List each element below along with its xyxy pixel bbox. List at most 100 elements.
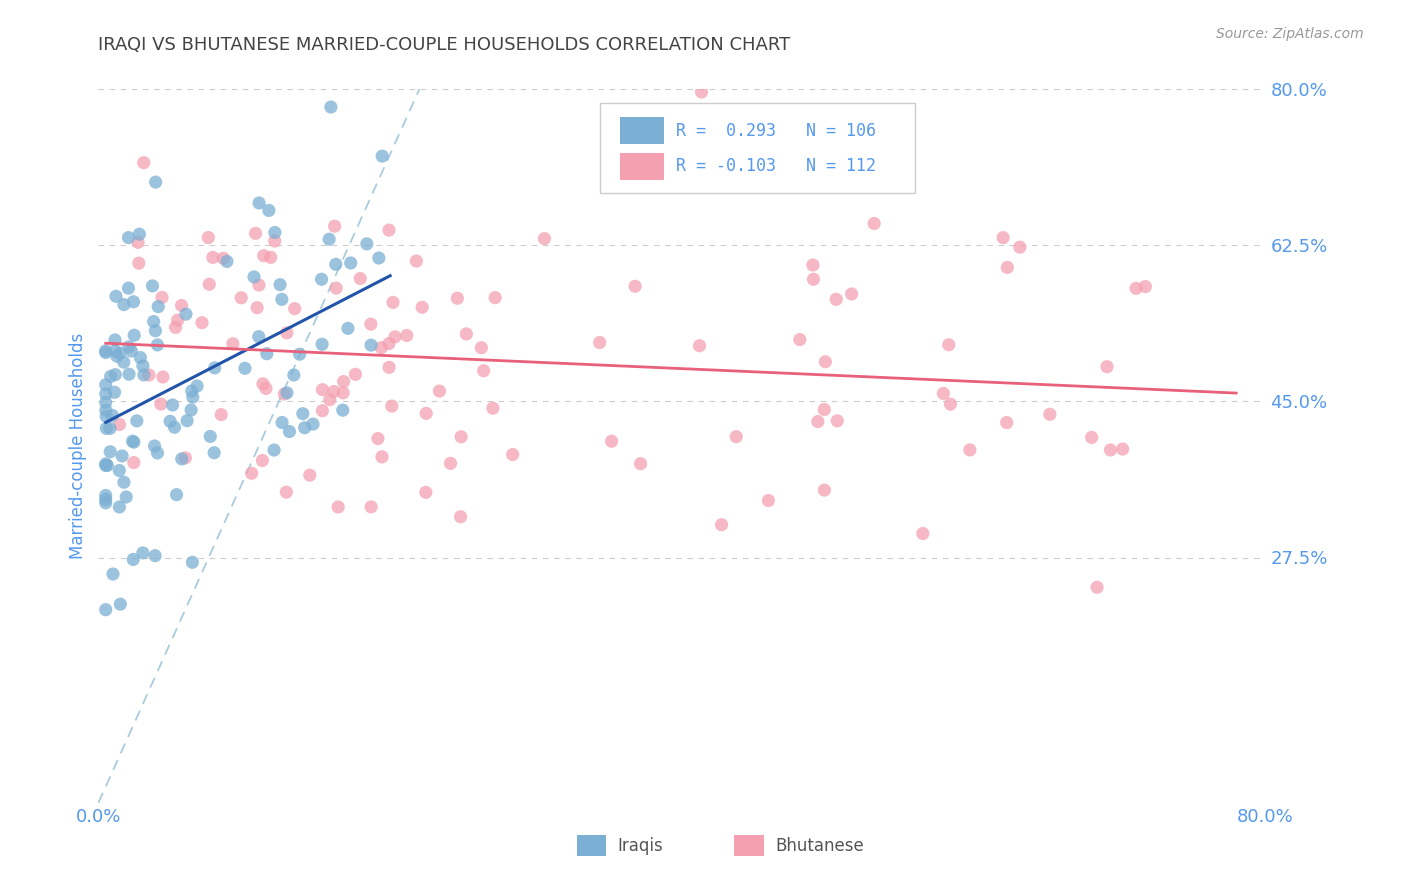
Point [311,337,333,351]
Point [630,457,652,471]
Text: Bhutanese: Bhutanese [775,837,865,855]
Point [600,434,623,449]
Point [231,291,253,305]
Point [115,490,138,504]
Point [429,384,451,398]
Point [96,421,118,435]
Point [439,456,461,470]
Point [201,251,224,265]
Point [94,496,117,510]
Point [186,379,208,393]
Point [233,361,256,376]
Point [105,349,128,363]
Point [100,369,122,384]
Point [1095,359,1118,374]
Point [129,351,152,365]
Point [482,401,505,416]
Point [273,387,295,401]
Point [122,552,145,566]
Point [162,398,184,412]
Point [181,390,204,404]
Point [484,291,506,305]
Point [117,230,139,244]
Point [758,493,780,508]
Point [148,300,170,314]
Point [245,227,267,241]
Point [132,359,155,373]
Point [104,333,127,347]
Point [166,313,188,327]
Point [302,417,325,431]
Point [339,256,361,270]
Point [995,416,1018,430]
Point [319,100,342,114]
Point [411,300,433,314]
Point [395,328,418,343]
Point [246,301,269,315]
Point [472,364,495,378]
Point [276,485,298,500]
Point [801,258,824,272]
Text: IRAQI VS BHUTANESE MARRIED-COUPLE HOUSEHOLDS CORRELATION CHART: IRAQI VS BHUTANESE MARRIED-COUPLE HOUSEH… [98,36,790,54]
Point [141,278,163,293]
Point [725,430,748,444]
Point [841,287,863,301]
Point [318,232,340,246]
Point [263,443,285,458]
Point [146,446,169,460]
Point [456,326,478,341]
Point [446,291,468,305]
Point [152,370,174,384]
Point [360,317,382,331]
Point [332,375,354,389]
Point [325,281,347,295]
Point [94,387,117,401]
Point [112,297,135,311]
Point [101,567,124,582]
Point [371,149,394,163]
Point [170,298,193,312]
Point [349,271,371,285]
Point [127,235,149,250]
Point [938,337,960,351]
Point [814,355,837,369]
Point [101,409,124,423]
Point [370,341,392,355]
Point [378,360,401,375]
Point [283,368,305,382]
Point [254,382,277,396]
Point [378,336,401,351]
Point [381,399,404,413]
Point [405,254,427,268]
Point [180,384,202,398]
Point [108,417,131,432]
Point [202,446,225,460]
Point [252,453,274,467]
Point [1111,442,1133,456]
Point [322,384,344,399]
Point [502,448,524,462]
Point [253,249,276,263]
Point [146,338,169,352]
Point [710,517,733,532]
Point [94,458,117,473]
Point [470,341,492,355]
Point [163,420,186,434]
Point [132,546,155,560]
Point [256,347,278,361]
Text: R =  0.293   N = 106: R = 0.293 N = 106 [676,121,876,139]
Point [165,320,187,334]
Point [122,456,145,470]
Point [110,597,132,611]
Point [118,368,141,382]
Point [252,376,274,391]
Point [104,368,127,382]
Point [128,227,150,242]
Point [108,346,131,360]
Point [176,414,198,428]
Point [356,236,378,251]
Point [94,403,117,417]
Point [112,355,135,369]
Point [1099,442,1122,457]
Point [813,483,835,497]
